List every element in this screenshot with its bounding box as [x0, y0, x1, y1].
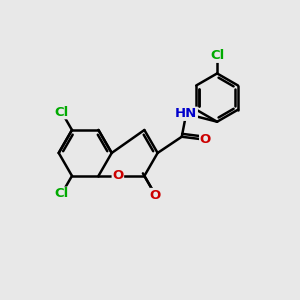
- Text: O: O: [200, 133, 211, 146]
- Text: Cl: Cl: [55, 187, 69, 200]
- Text: HN: HN: [175, 107, 197, 120]
- Text: Cl: Cl: [210, 49, 224, 62]
- Text: O: O: [112, 169, 124, 182]
- Text: O: O: [150, 188, 161, 202]
- Text: Cl: Cl: [55, 106, 69, 118]
